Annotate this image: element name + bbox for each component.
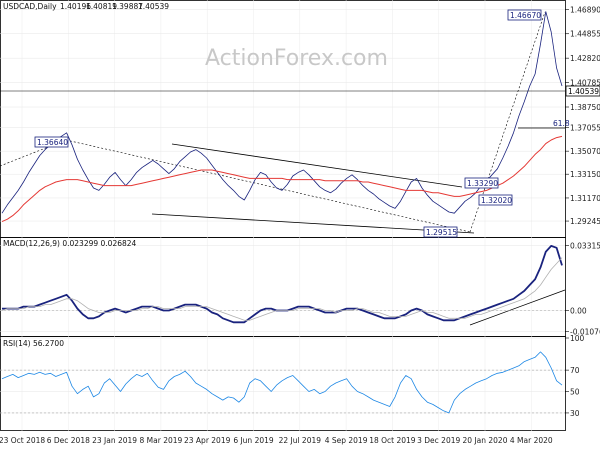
- channel-lower-line: [151, 213, 475, 234]
- x-tick-label-1: 6 Dec 2018: [47, 436, 90, 445]
- annotation-high-2: 1.33290: [464, 177, 499, 189]
- y-tick-label-0-7: 1.33150: [570, 170, 600, 179]
- ohlc-close: 1.40539: [138, 2, 169, 11]
- x-tick-label-10: 20 Jan 2020: [463, 436, 508, 445]
- y-tick-label-0-0: 1.46890: [570, 5, 600, 14]
- vertical-gridlines: [21, 0, 532, 431]
- rsi-pane-frame: [0, 336, 566, 431]
- annotation-text-1: 1.36640: [37, 138, 68, 147]
- series-line-1-1: [1, 257, 563, 321]
- ohlc-open: 1.40196: [60, 2, 91, 11]
- series-line-0-1: [1, 135, 563, 223]
- macd-support-line: [469, 289, 566, 326]
- x-tick-label-2: 23 Jan 2019: [92, 436, 137, 445]
- last-price-tag: 1.40539: [565, 85, 600, 97]
- y-tick-label-0-4: 1.38750: [570, 103, 600, 112]
- y-tick-label-2-3: 30: [570, 409, 580, 418]
- y-tick-label-2-1: 70: [570, 366, 580, 375]
- annotation-text-5: 1.46670: [510, 11, 541, 20]
- y-tick-label-0-2: 1.42820: [570, 54, 600, 63]
- annotation-text-4: 1.29515: [426, 228, 457, 237]
- x-tick-label-4: 23 Apr 2019: [184, 436, 231, 445]
- ohlc-high: 1.40819: [86, 2, 117, 11]
- y-tick-label-0-6: 1.35070: [570, 147, 600, 156]
- fib-label: 61.8: [553, 119, 570, 128]
- x-tick-label-11: 4 Mar 2020: [510, 436, 553, 445]
- y-tick-label-1-2: -0.010769: [570, 328, 600, 337]
- y-tick-label-0-3: 1.40785: [570, 79, 600, 88]
- x-tick-label-0: 23 Oct 2018: [0, 436, 45, 445]
- y-tick-label-1-1: 0.00: [570, 307, 587, 316]
- y-axis-labels: 1.46890 1.44855 1.42820 1.40785 1.38750 1.370…: [565, 5, 600, 418]
- macd-pane-frame: [0, 237, 566, 337]
- dotted-rally-line: [469, 11, 546, 233]
- y-tick-label-1-0: 0.033155: [570, 242, 600, 251]
- y-tick-label-0-1: 1.44855: [570, 30, 600, 39]
- annotation-low-2: 1.29515: [423, 226, 458, 238]
- channel-upper-line: [171, 143, 463, 188]
- last-price-value: 1.40539: [568, 87, 599, 96]
- macd-title: MACD(12,26,9) 0.023299 0.026824: [3, 239, 137, 248]
- x-tick-label-6: 22 Jul 2019: [279, 436, 322, 445]
- x-tick-label-7: 4 Sep 2019: [325, 436, 368, 445]
- y-tick-label-2-2: 50: [570, 388, 580, 397]
- annotation-text-2: 1.33290: [467, 179, 498, 188]
- series-layer: [0, 11, 565, 414]
- ohlc-low: 1.39887: [112, 2, 143, 11]
- series-line-2-0: [1, 351, 563, 414]
- rsi-title: RSI(14) 56.2700: [3, 339, 64, 348]
- annotation-high-1: 1.36640: [34, 136, 69, 148]
- x-axis-labels: 23 Oct 2018 6 Dec 2018 23 Jan 2019 8 Mar 20…: [0, 436, 553, 445]
- dotted-decline-line: [65, 139, 471, 233]
- x-tick-label-3: 8 Mar 2019: [140, 436, 183, 445]
- x-tick-label-8: 18 Oct 2019: [369, 436, 416, 445]
- x-tick-label-5: 6 Jun 2019: [233, 436, 274, 445]
- y-tick-label-0-9: 1.29245: [570, 217, 600, 226]
- price-title: USDCAD,Daily: [3, 2, 57, 11]
- y-tick-label-0-8: 1.31170: [570, 194, 600, 203]
- annotation-peak: 1.46670: [507, 9, 542, 21]
- y-tick-label-0-5: 1.37055: [570, 123, 600, 132]
- trendlines: [0, 11, 566, 326]
- y-tick-label-2-0: 100: [570, 334, 585, 343]
- x-tick-label-9: 3 Dec 2019: [417, 436, 460, 445]
- annotation-low-1: 1.32020: [478, 194, 513, 206]
- ohlc-readout: 1.40196 1.40819 1.39887 1.40539: [60, 2, 169, 11]
- series-line-0-0: [1, 11, 563, 214]
- watermark: ActionForex.com: [205, 46, 388, 71]
- annotation-text-3: 1.32020: [481, 196, 512, 205]
